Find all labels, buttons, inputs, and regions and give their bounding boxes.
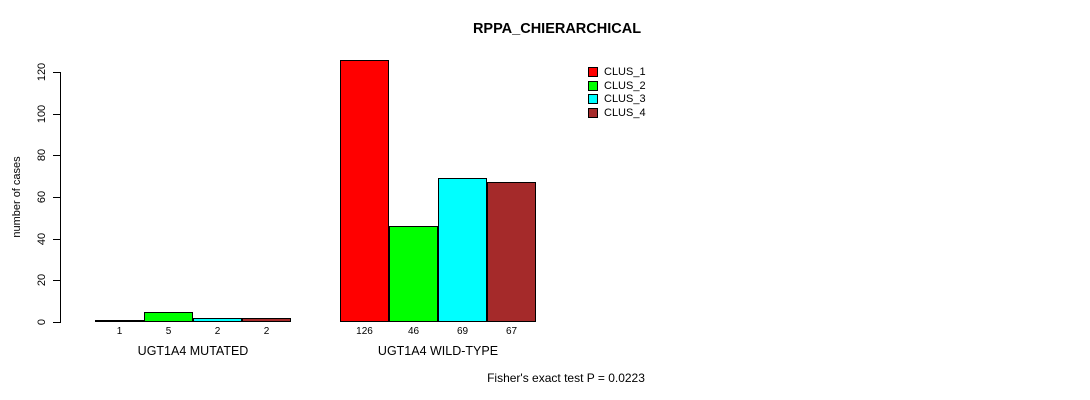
bar-value-label: 5 xyxy=(165,326,172,337)
y-tick-label: 120 xyxy=(36,62,48,82)
y-tick-label: 40 xyxy=(36,232,48,245)
y-tick-mark xyxy=(53,155,60,157)
bar-clus_3 xyxy=(438,178,487,322)
bar-clus_4 xyxy=(487,182,536,322)
bar-clus_1 xyxy=(95,319,144,322)
bar-value-label: 1 xyxy=(116,326,123,337)
y-axis-line xyxy=(60,72,61,323)
y-tick-label: 0 xyxy=(36,318,48,326)
bar-value-label: 2 xyxy=(263,326,270,337)
legend-item-clus_1: CLUS_1 xyxy=(588,66,646,78)
y-tick-mark xyxy=(53,113,60,115)
bar-value-label: 67 xyxy=(505,326,518,337)
y-tick-label: 80 xyxy=(36,149,48,162)
legend-swatch-clus_4 xyxy=(588,107,598,118)
y-tick-mark xyxy=(53,238,60,240)
chart-title: RPPA_CHIERARCHICAL xyxy=(472,21,642,37)
y-tick-mark xyxy=(53,280,60,282)
annotation-fishers-test: Fisher's exact test P = 0.0223 xyxy=(487,371,645,385)
legend-label: CLUS_3 xyxy=(604,93,646,105)
group-label: UGT1A4 MUTATED xyxy=(137,344,249,358)
bar-clus_3 xyxy=(193,317,242,322)
bar-value-label: 2 xyxy=(214,326,221,337)
legend-item-clus_4: CLUS_4 xyxy=(588,107,646,119)
legend-swatch-clus_1 xyxy=(588,67,598,77)
legend-label: CLUS_1 xyxy=(604,66,646,78)
legend-item-clus_2: CLUS_2 xyxy=(588,80,646,92)
bar-clus_4 xyxy=(242,317,291,322)
y-tick-mark xyxy=(53,197,60,198)
bar-clus_2 xyxy=(389,226,438,322)
legend-swatch-clus_2 xyxy=(588,80,598,91)
y-tick-mark xyxy=(53,322,60,323)
legend-swatch-clus_3 xyxy=(588,94,598,104)
y-tick-label: 60 xyxy=(36,190,48,204)
legend-label: CLUS_4 xyxy=(604,106,646,119)
bar-clus_1 xyxy=(340,59,389,322)
bar-clus_2 xyxy=(144,311,193,322)
legend-label: CLUS_2 xyxy=(604,79,646,92)
bar-value-label: 46 xyxy=(407,326,420,337)
y-tick-label: 20 xyxy=(36,274,48,287)
y-axis-title: number of cases xyxy=(11,156,23,238)
y-tick-mark xyxy=(53,72,60,73)
group-label: UGT1A4 WILD-TYPE xyxy=(377,344,499,358)
legend-item-clus_3: CLUS_3 xyxy=(588,93,646,105)
bar-value-label: 69 xyxy=(456,326,469,337)
bar-value-label: 126 xyxy=(356,326,373,337)
y-tick-label: 100 xyxy=(36,104,48,123)
